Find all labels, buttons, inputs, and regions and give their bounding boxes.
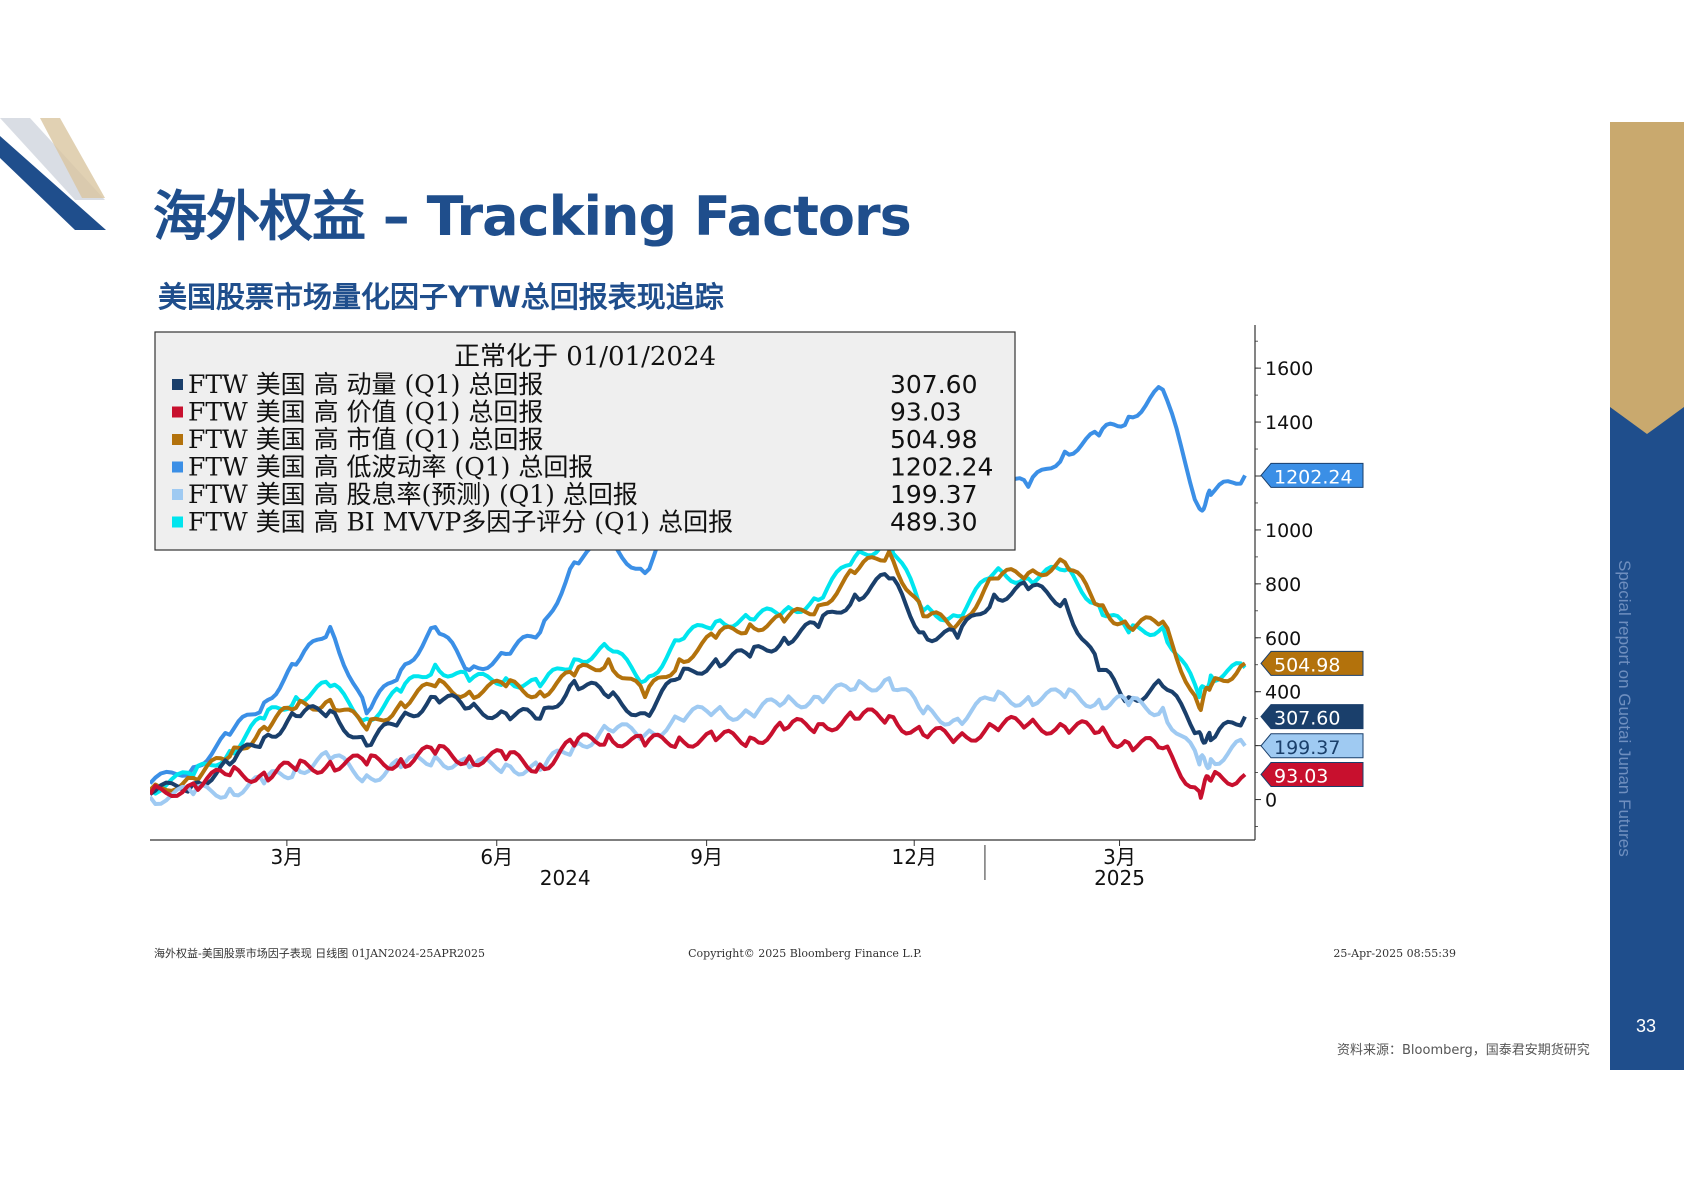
legend-swatch — [172, 406, 183, 418]
page-number: 33 — [1636, 1016, 1657, 1036]
y-tick-label: 400 — [1265, 682, 1301, 704]
legend-value: 1202.24 — [890, 453, 993, 482]
end-label-tag — [1260, 704, 1364, 730]
chart-footer: 海外权益-美国股票市场因子表现 日线图 01JAN2024-25APR2025 C… — [154, 946, 1456, 960]
x-tick-label: 9月 — [690, 845, 723, 869]
legend-title: 正常化于 01/01/2024 — [454, 342, 716, 372]
legend-label: FTW 美国 高 低波动率 (Q1) 总回报 — [188, 453, 593, 482]
factor-return-chart: 0 400 600 800 1000 1400 1600 3月 6月 9月 12月 3月 2024 202… — [150, 325, 1456, 960]
end-label-value: 504.98 — [1274, 654, 1340, 676]
x-tick-label: 3月 — [1103, 845, 1136, 869]
y-tick-label: 0 — [1265, 790, 1277, 812]
legend-value: 93.03 — [890, 398, 962, 427]
legend-value: 489.30 — [890, 508, 977, 537]
legend-swatch — [172, 434, 183, 445]
year-label: 2025 — [1094, 866, 1145, 890]
legend-value: 199.37 — [890, 480, 977, 509]
page-title: 海外权益 – Tracking Factors — [153, 185, 912, 248]
page-subtitle: 美国股票市场量化因子YTW总回报表现追踪 — [158, 280, 724, 314]
footer-left: 海外权益-美国股票市场因子表现 日线图 01JAN2024-25APR2025 — [154, 946, 485, 960]
year-label: 2024 — [540, 866, 591, 890]
legend-label: FTW 美国 高 市值 (Q1) 总回报 — [188, 425, 543, 454]
legend-label: FTW 美国 高 价值 (Q1) 总回报 — [188, 398, 543, 427]
legend-label: FTW 美国 高 动量 (Q1) 总回报 — [188, 370, 543, 399]
legend-label: FTW 美国 高 BI MVVP多因子评分 (Q1) 总回报 — [188, 508, 733, 537]
legend-box — [154, 331, 1016, 551]
y-tick-label: 1600 — [1265, 358, 1313, 380]
y-tick-label: 1400 — [1265, 412, 1313, 434]
legend-swatch — [172, 379, 183, 390]
end-label-tag — [1260, 761, 1364, 787]
legend-swatch — [172, 489, 183, 500]
series-line — [150, 549, 1247, 793]
end-label-tag — [1260, 462, 1364, 488]
chart-end-labels: 1202.24 504.98 307.60 199.37 93.03 — [1260, 462, 1364, 787]
series-line — [150, 572, 1247, 796]
side-band-gold — [1610, 122, 1684, 434]
chart-axes: 0 400 600 800 1000 1400 1600 3月 6月 9月 12月 3月 2024 202… — [150, 325, 1313, 890]
y-tick-label: 600 — [1265, 628, 1301, 650]
legend-value: 504.98 — [890, 425, 977, 454]
legend-label: FTW 美国 高 股息率(预测) (Q1) 总回报 — [188, 480, 638, 509]
chart-series — [150, 385, 1247, 806]
legend-swatch — [172, 516, 183, 528]
series-line — [150, 707, 1247, 800]
source-note: 资料来源：Bloomberg，国泰君安期货研究 — [1337, 1043, 1590, 1058]
y-tick-label: 1000 — [1265, 520, 1313, 542]
end-label-value: 307.60 — [1274, 708, 1340, 730]
side-band-text: Special report on Guotai Junan Futures — [1615, 560, 1634, 857]
end-label-value: 93.03 — [1274, 765, 1328, 787]
end-label-tag — [1260, 733, 1364, 759]
x-tick-label: 3月 — [271, 845, 304, 869]
end-label-tag — [1260, 650, 1364, 676]
x-tick-label: 12月 — [891, 845, 936, 869]
end-label-value: 199.37 — [1274, 737, 1340, 759]
corner-decoration — [0, 118, 106, 230]
y-tick-label: 800 — [1265, 574, 1301, 596]
series-line — [150, 676, 1247, 806]
legend-value: 307.60 — [890, 370, 977, 399]
legend-swatch — [172, 461, 183, 473]
footer-right: 25-Apr-2025 08:55:39 — [1333, 947, 1456, 960]
footer-center: Copyright© 2025 Bloomberg Finance L.P. — [688, 947, 922, 960]
end-label-value: 1202.24 — [1274, 466, 1353, 488]
x-tick-label: 6月 — [480, 845, 513, 869]
series-line — [150, 538, 1247, 796]
